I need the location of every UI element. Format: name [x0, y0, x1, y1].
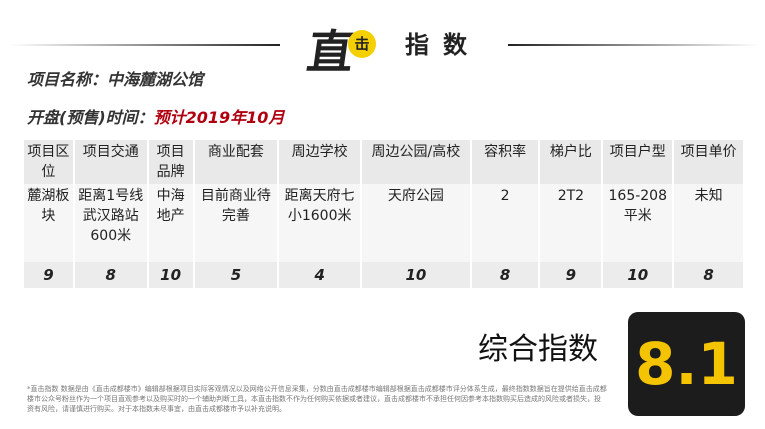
column-header: 项目户型: [603, 140, 673, 184]
column-header: 容积率: [471, 140, 539, 184]
value: 预计2019年10月: [153, 108, 285, 127]
column-header: 项目交通: [74, 140, 147, 184]
cell-score: 5: [194, 262, 278, 288]
header-divider-left: [10, 44, 280, 46]
project-name: 项目名称：中海麓湖公馆: [27, 66, 203, 90]
cell-value: 中海地产: [148, 184, 193, 262]
total-score-badge: 8.1: [628, 312, 745, 416]
cell-score: 10: [603, 262, 673, 288]
cell-score: 8: [471, 262, 539, 288]
label: 项目名称：: [27, 70, 108, 89]
page-title: 指数: [405, 31, 481, 59]
header-row: 项目区位 项目交通 项目品牌 商业配套 周边学校 周边公园/高校 容积率 梯户比 项目户型 项目单…: [24, 140, 743, 184]
cell-value: 麓湖板块: [24, 184, 73, 262]
open-time: 开盘(预售)时间：预计2019年10月: [27, 104, 284, 128]
value: 中海麓湖公馆: [107, 70, 204, 89]
column-header: 商业配套: [194, 140, 278, 184]
value-row: 麓湖板块 距离1号线武汉路站600米 中海地产 目前商业待完善 距离天府七小1600米天…: [24, 184, 743, 262]
column-header: 项目品牌: [148, 140, 193, 184]
cell-value: 目前商业待完善: [194, 184, 278, 262]
cell-score: 10: [148, 262, 193, 288]
cell-value: 未知: [674, 184, 743, 262]
cell-value: 2: [471, 184, 539, 262]
cell-value: 距离1号线武汉路站600米: [74, 184, 147, 262]
cell-score: 9: [540, 262, 602, 288]
cell-value: 165-208平米: [603, 184, 673, 262]
cell-value: 距离天府七小1600米: [279, 184, 361, 262]
column-header: 项目区位: [24, 140, 73, 184]
column-header: 梯户比: [540, 140, 602, 184]
column-header: 项目单价: [674, 140, 743, 184]
column-header: 周边公园/高校: [362, 140, 470, 184]
footnote: *直击指数 数据是由《直击成都楼市》编辑部根据项目实际客观情况以及网络公开信息采…: [27, 385, 607, 413]
cell-value: 天府公园: [362, 184, 470, 262]
cell-score: 4: [279, 262, 361, 288]
cell-score: 9: [24, 262, 73, 288]
index-table: 项目区位 项目交通 项目品牌 商业配套 周边学校 周边公园/高校 容积率 梯户比 项目户型 项目单…: [22, 140, 745, 288]
total-label: 综合指数: [478, 332, 598, 367]
header-divider-right: [508, 44, 758, 46]
label: 开盘(预售)时间：: [27, 108, 154, 127]
cell-value: 2T2: [540, 184, 602, 262]
cell-score: 8: [674, 262, 743, 288]
cell-score: 8: [74, 262, 147, 288]
score-row: 9 8 10 5 4 10 8 9 10 8: [24, 262, 743, 288]
logo: 直击: [304, 16, 378, 79]
cell-score: 10: [362, 262, 470, 288]
column-header: 周边学校: [279, 140, 361, 184]
